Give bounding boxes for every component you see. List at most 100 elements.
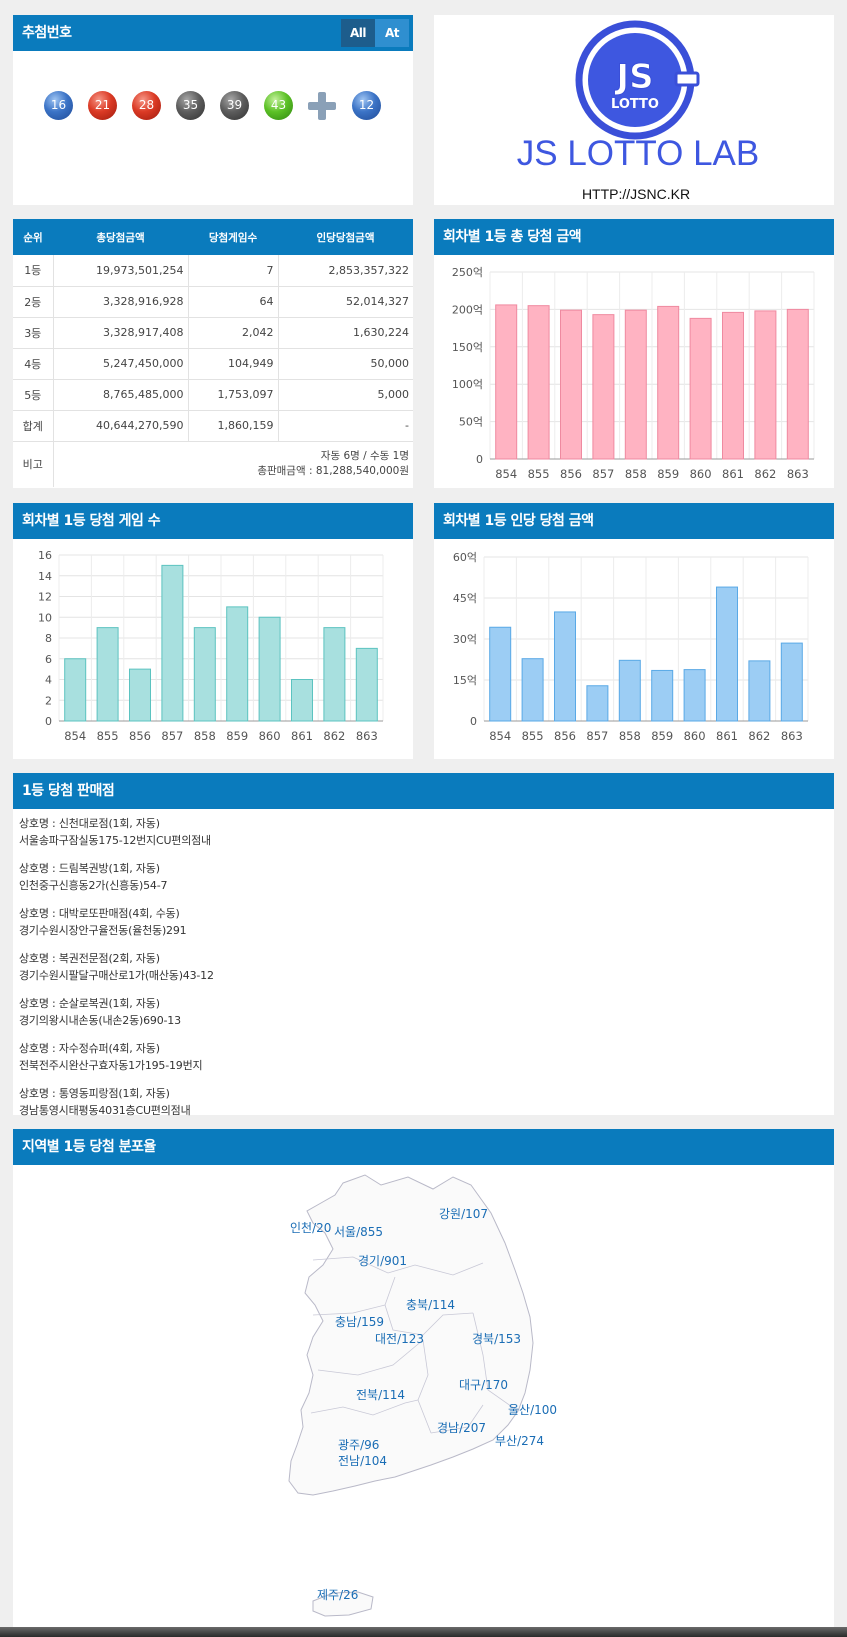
bar[interactable] xyxy=(226,606,249,722)
bar[interactable] xyxy=(129,668,151,722)
toggle-at-button[interactable]: At xyxy=(375,19,409,47)
y-tick-label: 150억 xyxy=(452,341,483,354)
bonus-ball: 12 xyxy=(352,91,381,120)
per-person-chart-panel: 회차별 1등 인당 당첨 금액 0 15억 30억 45억 60억 854 855 856 85… xyxy=(434,503,834,759)
x-tick-label: 860 xyxy=(690,467,712,481)
bar[interactable] xyxy=(64,658,87,722)
col-header: 총당첨금액 xyxy=(53,219,188,255)
bottom-scrollbar[interactable] xyxy=(0,1627,847,1637)
x-tick-label: 863 xyxy=(781,729,803,743)
region-label-jeonbuk: 전북/114 xyxy=(356,1388,406,1402)
region-label-chungnam: 충남/159 xyxy=(335,1315,385,1329)
region-label-chungbuk: 충북/114 xyxy=(406,1298,456,1312)
y-tick-label: 50억 xyxy=(459,416,483,429)
bar[interactable] xyxy=(258,616,281,722)
winning-numbers: 16 21 28 35 39 43 12 xyxy=(13,91,413,123)
bar[interactable] xyxy=(689,317,712,460)
bar[interactable] xyxy=(683,669,706,722)
toggle-all-button[interactable]: All xyxy=(341,19,375,47)
plus-icon xyxy=(308,92,336,120)
game-count-cell: 104,949 xyxy=(187,348,278,380)
logo-text: JS LOTTO LAB xyxy=(517,134,760,173)
x-tick-label: 862 xyxy=(754,467,776,481)
game-count-cell: 1,753,097 xyxy=(187,379,278,411)
y-tick-label: 30억 xyxy=(453,633,477,646)
y-tick-label: 15억 xyxy=(453,674,477,687)
total-amount-cell: 40,644,270,590 xyxy=(52,410,188,442)
rank-cell: 3등 xyxy=(13,317,53,349)
bar[interactable] xyxy=(657,305,680,460)
table-row: 4등 5,247,450,000 104,949 50,000 xyxy=(13,348,413,380)
per-person-cell: 1,630,224 xyxy=(277,317,413,349)
region-map-title: 지역별 1등 당첨 분포율 xyxy=(13,1129,834,1165)
bar[interactable] xyxy=(624,309,647,460)
region-label-daejeon: 대전/123 xyxy=(375,1332,425,1346)
bar[interactable] xyxy=(748,660,771,722)
number-ball: 21 xyxy=(88,91,117,120)
bar[interactable] xyxy=(554,611,576,722)
bar[interactable] xyxy=(323,627,346,722)
bar[interactable] xyxy=(161,564,184,722)
bar[interactable] xyxy=(355,647,378,722)
rank-cell: 합계 xyxy=(13,410,53,442)
y-tick-label: 4 xyxy=(45,674,52,687)
bar[interactable] xyxy=(586,685,609,722)
list-item: 상호명 : 순살로복권(1회, 자동) 경기의왕시내손동(내손2동)690-13 xyxy=(19,995,828,1029)
bar[interactable] xyxy=(716,586,738,722)
per-person-cell: 50,000 xyxy=(277,348,413,380)
col-header: 당첨게임수 xyxy=(188,219,278,255)
note-line-2: 총판매금액 : 81,288,540,000원 xyxy=(257,465,409,478)
bar[interactable] xyxy=(618,659,641,722)
bar[interactable] xyxy=(96,627,119,722)
x-tick-label: 861 xyxy=(291,729,313,743)
x-tick-label: 854 xyxy=(64,729,86,743)
bar[interactable] xyxy=(754,310,777,460)
per-person-cell: - xyxy=(277,410,413,442)
y-tick-label: 6 xyxy=(45,653,52,666)
y-tick-label: 250억 xyxy=(452,266,483,279)
total-amount-cell: 3,328,916,928 xyxy=(52,286,188,318)
bar[interactable] xyxy=(786,308,809,460)
bar[interactable] xyxy=(489,626,512,722)
region-label-busan: 부산/274 xyxy=(495,1434,545,1448)
region-label-gyeongnam: 경남/207 xyxy=(437,1421,487,1435)
bar[interactable] xyxy=(193,627,216,722)
bar[interactable] xyxy=(527,305,550,460)
per-person-cell: 2,853,357,322 xyxy=(277,255,413,287)
game-count-cell: 2,042 xyxy=(187,317,278,349)
region-label-jeju: 제주/26 xyxy=(317,1588,359,1602)
logo-badge-bottom: LOTTO xyxy=(611,97,659,112)
bar[interactable] xyxy=(560,309,582,460)
total-amount-cell: 19,973,501,254 xyxy=(52,255,188,287)
bar[interactable] xyxy=(651,669,674,722)
store-address: 경남통영시태평동4031층CU편의점내 xyxy=(19,1104,191,1117)
number-ball: 39 xyxy=(220,91,249,120)
winning-stores-title: 1등 당첨 판매점 xyxy=(13,773,834,809)
total-amount-cell: 3,328,917,408 xyxy=(52,317,188,349)
y-tick-label: 10 xyxy=(38,611,52,624)
bar[interactable] xyxy=(521,658,544,722)
x-tick-label: 858 xyxy=(625,467,647,481)
prize-table-panel: 순위 총당첨금액 당첨게임수 인당당첨금액 1등 19,973,501,254 … xyxy=(13,219,413,488)
korea-mainland-shape xyxy=(288,1174,534,1496)
x-tick-label: 861 xyxy=(722,467,744,481)
draw-numbers-panel: 추첨번호 All At 16 21 28 35 39 43 12 xyxy=(13,15,413,205)
total-amount-cell: 8,765,485,000 xyxy=(52,379,188,411)
bar[interactable] xyxy=(592,314,615,460)
bar[interactable] xyxy=(291,679,313,722)
store-address: 인천중구신흥동2가(신흥동)54-7 xyxy=(19,879,168,892)
x-tick-label: 856 xyxy=(554,729,576,743)
bar[interactable] xyxy=(722,311,744,460)
x-tick-label: 863 xyxy=(787,467,809,481)
bar[interactable] xyxy=(780,642,803,722)
list-item: 상호명 : 드림복권방(1회, 자동) 인천중구신흥동2가(신흥동)54-7 xyxy=(19,860,828,894)
y-tick-label: 0 xyxy=(470,715,477,728)
per-person-chart: 0 15억 30억 45억 60억 854 855 856 857 858 859 860 861 862… xyxy=(453,551,809,743)
store-name: 상호명 : 순살로복권(1회, 자동) xyxy=(19,997,160,1010)
x-tick-label: 857 xyxy=(592,467,614,481)
bar[interactable] xyxy=(495,304,518,460)
region-label-gyeongbuk: 경북/153 xyxy=(472,1332,522,1346)
col-header: 순위 xyxy=(13,219,53,255)
game-count-chart-panel: 회차별 1등 당첨 게임 수 0 2 4 6 8 10 12 14 16 854 855 856 857… xyxy=(13,503,413,759)
y-tick-label: 45억 xyxy=(453,592,477,605)
